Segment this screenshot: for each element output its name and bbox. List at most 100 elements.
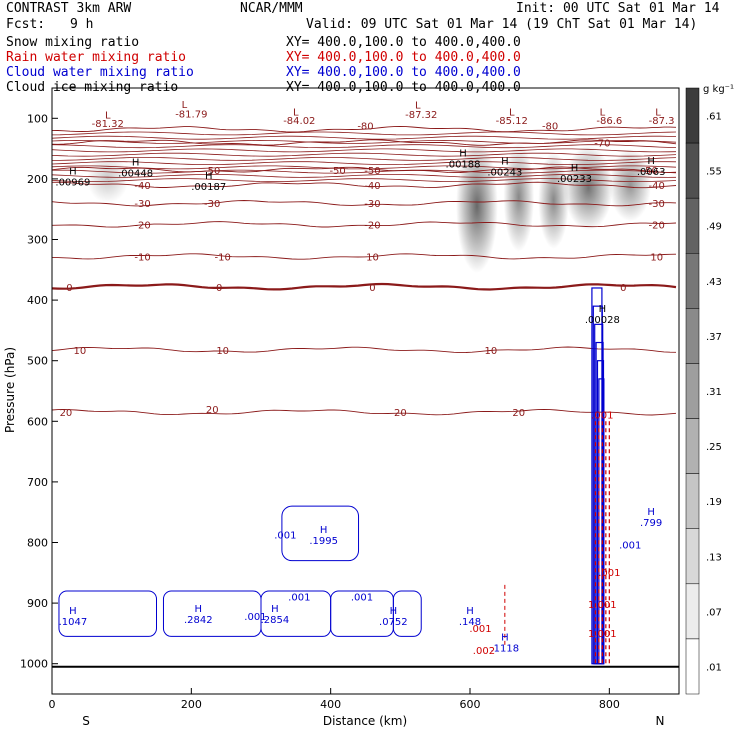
extremum-value: .00028 (585, 315, 620, 326)
contour-label: 0 (66, 283, 72, 294)
small-contour-label: .001 (619, 541, 641, 552)
extremum-value: .2854 (261, 615, 290, 626)
extremum-letter: L (105, 110, 111, 121)
fcst-label: Fcst: (6, 17, 46, 32)
valid-label: Valid: 09 UTC Sat 01 Mar 14 (19 ChT Sat … (306, 17, 698, 32)
extremum-value: .00188 (446, 159, 481, 170)
isotherm-aux-10 (52, 174, 677, 178)
isotherm--10 (52, 253, 677, 260)
isotherm-aux-8 (52, 165, 677, 170)
init-label: Init: 00 UTC Sat 01 Mar 14 (516, 1, 720, 16)
small-contour-label: .001 (288, 593, 310, 604)
contour-label: -30 (649, 199, 665, 210)
isotherm-0 (52, 282, 677, 291)
extremum-value: .0063 (637, 167, 666, 178)
x-axis-title: Distance (km) (323, 714, 407, 728)
isotherm--20 (52, 221, 677, 228)
colorbar-label: .55 (706, 167, 722, 178)
isotherm-aux-4 (52, 148, 677, 153)
small-contour-label: .001 (274, 530, 296, 541)
isotherm--50 (52, 166, 677, 174)
x-tick-label: 800 (599, 698, 620, 711)
small-contour-label: 1.001 (588, 600, 617, 611)
extremum-letter: H (647, 156, 655, 167)
y-tick-label: 700 (27, 476, 48, 489)
extremum-letter: L (182, 100, 188, 111)
y-tick-label: 400 (27, 294, 48, 307)
extremum-letter: H (271, 604, 279, 615)
temperature-contours (52, 126, 679, 668)
contour-label: -87.32 (405, 110, 437, 121)
contour-label: -81.79 (175, 109, 207, 120)
contour-label: 0 (369, 283, 375, 294)
y-tick-label: 500 (27, 355, 48, 368)
isotherm-aux-9 (52, 169, 677, 174)
colorbar-label: .01 (706, 662, 722, 673)
colorbar-swatch (685, 142, 700, 199)
colorbar-swatch (685, 363, 700, 419)
small-contour-label: 1.001 (588, 629, 617, 640)
isotherm-10 (52, 346, 677, 354)
stratus-contour-0 (58, 590, 157, 637)
y-tick-label: 1000 (20, 658, 48, 671)
contour-label: 20 (512, 408, 525, 419)
contour-label: 10 (366, 252, 379, 263)
colorbar: .61 .55 .49 .43 .37 .31 .25 .19 .13 .07 .01 g kg⁻¹ (685, 84, 734, 695)
contour-label: -85.12 (496, 116, 528, 127)
isotherm--30 (52, 200, 677, 207)
fcst-value: 9 h (70, 17, 94, 32)
colorbar-label: .07 (706, 607, 722, 618)
colorbar-label: .49 (706, 222, 722, 233)
extremum-value: .00969 (55, 178, 90, 189)
extremum-value: .00233 (557, 174, 592, 185)
field-name-cloud-water: Cloud water mixing ratio (6, 65, 194, 80)
contour-label: 10 (650, 252, 663, 263)
extremum-letter: H (320, 525, 328, 536)
extremum-letter: H (647, 507, 655, 518)
extremum-letter: H (599, 304, 607, 315)
south-end-label: S (82, 714, 90, 728)
plot-frame (51, 87, 680, 695)
extremum-letter: L (293, 107, 299, 118)
extremum-letter: L (509, 107, 515, 118)
small-contour-label: .001 (598, 568, 620, 579)
x-tick-label: 600 (460, 698, 481, 711)
field-xy-rain: XY= 400.0,100.0 to 400.0,400.0 (286, 50, 521, 65)
isotherm--80 (52, 126, 677, 133)
y-tick-label: 100 (27, 112, 48, 125)
isotherm-aux-6 (52, 157, 677, 161)
colorbar-swatch (685, 253, 700, 309)
extremum-letter: H (390, 606, 398, 617)
colorbar-swatch (685, 528, 700, 585)
y-tick-label: 300 (27, 234, 48, 247)
contour-label: -20 (134, 220, 150, 231)
isotherm--40 (52, 181, 677, 189)
isotherm-aux-11 (52, 178, 677, 182)
extremum-letter: H (69, 606, 77, 617)
small-contour-label: .001 (244, 612, 266, 623)
contour-label: -40 (364, 181, 380, 192)
extremum-letter: H (571, 163, 579, 174)
contour-label: -10 (215, 252, 231, 263)
extremum-letter: H (459, 148, 467, 159)
colorbar-label: .19 (706, 497, 722, 508)
contour-label: -81.32 (92, 119, 124, 130)
x-tick-label: 0 (49, 698, 56, 711)
extremum-value: .1118 (491, 644, 520, 655)
contour-labels: -81.32 -81.79 -84.02 -87.32 -85.12 -86.6 -87.3… (55, 100, 674, 657)
contour-label: 20 (60, 408, 73, 419)
contour-label: -20 (649, 220, 665, 231)
contour-label: -40 (649, 181, 665, 192)
extremum-letter: H (466, 606, 474, 617)
contour-label: -40 (134, 181, 150, 192)
isotherm-aux-3 (52, 144, 677, 149)
extremum-letter: H (195, 604, 203, 615)
colorbar-swatch (685, 473, 700, 529)
cloud-water-contours (58, 287, 610, 665)
isotherm--70 (52, 139, 677, 146)
contour-label: -50 (329, 166, 345, 177)
chart-title: CONTRAST 3km ARW (6, 1, 132, 16)
colorbar-label: .61 (706, 112, 722, 123)
contour-label: -50 (364, 166, 380, 177)
